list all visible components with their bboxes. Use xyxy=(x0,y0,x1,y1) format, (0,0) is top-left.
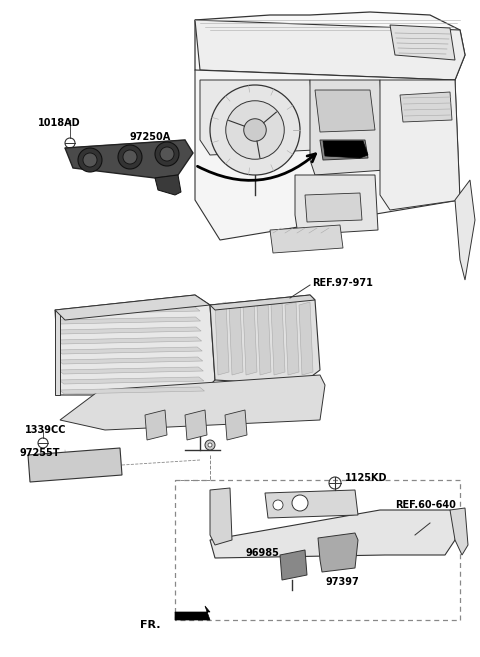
Text: 97397: 97397 xyxy=(325,577,359,587)
Polygon shape xyxy=(60,375,325,430)
Circle shape xyxy=(210,85,300,175)
Polygon shape xyxy=(59,377,204,384)
Polygon shape xyxy=(195,20,465,80)
Circle shape xyxy=(292,495,308,511)
Text: 1125KD: 1125KD xyxy=(345,473,387,483)
Text: 1339CC: 1339CC xyxy=(25,425,67,435)
Polygon shape xyxy=(65,140,193,178)
Polygon shape xyxy=(175,606,210,620)
Text: FR.: FR. xyxy=(140,620,160,630)
Circle shape xyxy=(78,148,102,172)
Circle shape xyxy=(123,150,137,164)
Polygon shape xyxy=(55,295,210,320)
Text: 97250A: 97250A xyxy=(130,132,171,142)
Polygon shape xyxy=(229,302,243,375)
Polygon shape xyxy=(57,347,202,354)
Text: REF.97-971: REF.97-971 xyxy=(312,278,373,288)
Polygon shape xyxy=(450,508,468,555)
Circle shape xyxy=(244,119,266,141)
Polygon shape xyxy=(271,302,285,375)
Polygon shape xyxy=(295,175,378,235)
Polygon shape xyxy=(265,490,358,518)
Polygon shape xyxy=(55,310,60,395)
Circle shape xyxy=(273,500,283,510)
Circle shape xyxy=(226,101,284,159)
Polygon shape xyxy=(200,80,315,155)
Polygon shape xyxy=(55,307,200,314)
Polygon shape xyxy=(318,533,358,572)
Text: 97255T: 97255T xyxy=(20,448,60,458)
Text: 1018AD: 1018AD xyxy=(38,118,81,128)
Polygon shape xyxy=(400,92,452,122)
Polygon shape xyxy=(310,80,385,175)
Polygon shape xyxy=(59,367,204,374)
Polygon shape xyxy=(285,302,299,375)
Polygon shape xyxy=(243,302,257,375)
Polygon shape xyxy=(145,410,167,440)
Circle shape xyxy=(160,147,174,161)
Polygon shape xyxy=(155,175,181,195)
Polygon shape xyxy=(455,180,475,280)
Polygon shape xyxy=(57,337,202,344)
Polygon shape xyxy=(60,387,204,394)
Polygon shape xyxy=(320,140,368,160)
Polygon shape xyxy=(195,12,465,110)
Polygon shape xyxy=(305,193,362,222)
Polygon shape xyxy=(195,70,460,240)
Circle shape xyxy=(83,153,97,167)
Polygon shape xyxy=(56,327,201,334)
Polygon shape xyxy=(225,410,247,440)
Circle shape xyxy=(155,142,179,166)
Polygon shape xyxy=(299,302,313,375)
Polygon shape xyxy=(185,410,207,440)
Text: REF.60-640: REF.60-640 xyxy=(395,500,456,510)
Polygon shape xyxy=(210,295,315,310)
Polygon shape xyxy=(56,317,201,324)
Bar xyxy=(175,480,460,620)
Circle shape xyxy=(118,145,142,169)
Polygon shape xyxy=(390,25,455,60)
Polygon shape xyxy=(270,225,343,253)
Polygon shape xyxy=(257,302,271,375)
Polygon shape xyxy=(315,90,375,132)
Polygon shape xyxy=(380,80,460,210)
Polygon shape xyxy=(323,141,368,158)
Polygon shape xyxy=(28,448,122,482)
Polygon shape xyxy=(210,510,460,558)
Circle shape xyxy=(205,440,215,450)
Text: 96985: 96985 xyxy=(245,548,279,558)
Circle shape xyxy=(208,443,212,447)
Polygon shape xyxy=(210,488,232,545)
Polygon shape xyxy=(215,302,229,375)
Polygon shape xyxy=(210,295,320,385)
Polygon shape xyxy=(280,550,307,580)
Polygon shape xyxy=(58,357,203,364)
Polygon shape xyxy=(55,295,215,395)
